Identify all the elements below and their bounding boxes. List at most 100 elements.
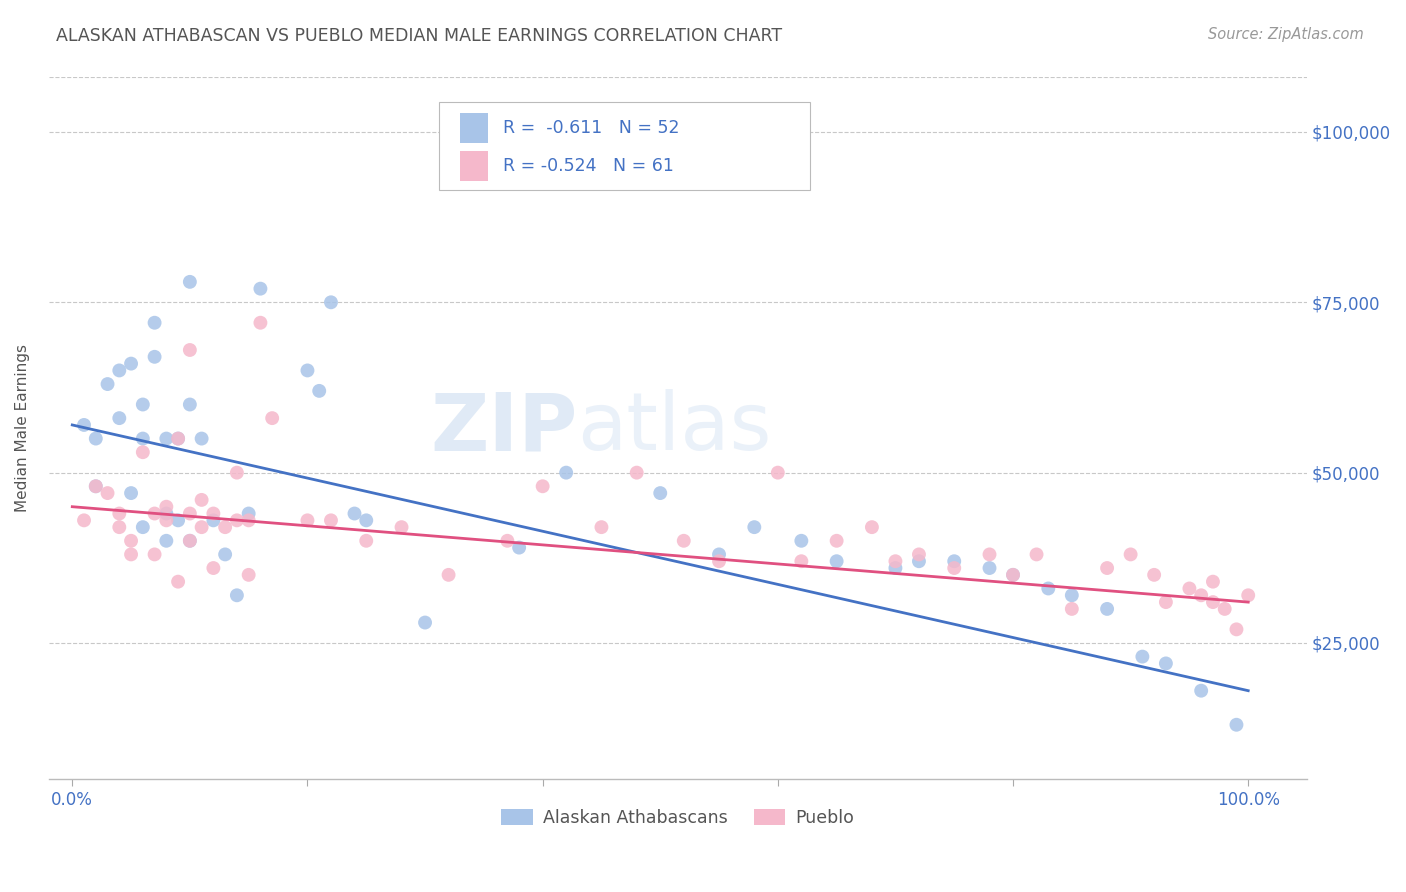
Point: [391, 520, 413, 534]
Legend: Alaskan Athabascans, Pueblo: Alaskan Athabascans, Pueblo: [495, 802, 862, 834]
Point: [238, 513, 260, 527]
Point: [1189, 683, 1212, 698]
Y-axis label: Median Male Earnings: Median Male Earnings: [15, 344, 30, 512]
Point: [238, 567, 260, 582]
Point: [672, 533, 695, 548]
Point: [766, 466, 789, 480]
Point: [591, 520, 613, 534]
Point: [1002, 567, 1025, 582]
Point: [84, 432, 107, 446]
Point: [707, 548, 730, 562]
Point: [155, 500, 177, 514]
Point: [202, 507, 225, 521]
Point: [1202, 574, 1225, 589]
Point: [943, 561, 966, 575]
Point: [179, 275, 201, 289]
Point: [1213, 602, 1236, 616]
Point: [626, 466, 648, 480]
Point: [108, 411, 131, 425]
Point: [884, 561, 907, 575]
Point: [319, 295, 342, 310]
Point: [108, 507, 131, 521]
Point: [167, 513, 190, 527]
Point: [179, 533, 201, 548]
Point: [143, 350, 166, 364]
Point: [155, 513, 177, 527]
Point: [297, 513, 319, 527]
Text: R = -0.524   N = 61: R = -0.524 N = 61: [503, 157, 673, 175]
Point: [943, 554, 966, 568]
Point: [84, 479, 107, 493]
Point: [343, 507, 366, 521]
Point: [120, 533, 142, 548]
Point: [73, 513, 96, 527]
Point: [413, 615, 436, 630]
Point: [1060, 588, 1083, 602]
Point: [179, 507, 201, 521]
Point: [143, 507, 166, 521]
Point: [84, 479, 107, 493]
Point: [1225, 623, 1247, 637]
Point: [1178, 582, 1201, 596]
Point: [1154, 657, 1177, 671]
Point: [120, 548, 142, 562]
Point: [1225, 718, 1247, 732]
Point: [214, 520, 236, 534]
FancyBboxPatch shape: [460, 152, 488, 181]
Point: [155, 533, 177, 548]
Point: [979, 561, 1001, 575]
Point: [155, 507, 177, 521]
Point: [319, 513, 342, 527]
Point: [297, 363, 319, 377]
Point: [860, 520, 883, 534]
Text: atlas: atlas: [578, 389, 772, 467]
Point: [202, 561, 225, 575]
Point: [167, 432, 190, 446]
Text: R =  -0.611   N = 52: R = -0.611 N = 52: [503, 120, 679, 137]
Point: [1132, 649, 1154, 664]
Point: [1189, 588, 1212, 602]
Point: [214, 548, 236, 562]
Point: [238, 507, 260, 521]
Point: [1025, 548, 1047, 562]
Point: [96, 486, 118, 500]
Point: [1237, 588, 1260, 602]
Point: [249, 282, 271, 296]
Point: [167, 574, 190, 589]
Point: [1202, 595, 1225, 609]
Point: [155, 432, 177, 446]
Point: [1143, 567, 1166, 582]
Point: [120, 486, 142, 500]
Point: [190, 432, 212, 446]
Point: [225, 466, 247, 480]
Point: [179, 533, 201, 548]
Point: [108, 363, 131, 377]
FancyBboxPatch shape: [439, 102, 810, 190]
Point: [742, 520, 765, 534]
Point: [262, 411, 284, 425]
Point: [225, 588, 247, 602]
Point: [1002, 567, 1025, 582]
Point: [790, 533, 813, 548]
Point: [354, 533, 377, 548]
Text: ZIP: ZIP: [430, 389, 578, 467]
Point: [825, 554, 848, 568]
Point: [884, 554, 907, 568]
FancyBboxPatch shape: [460, 113, 488, 143]
Point: [202, 513, 225, 527]
Point: [132, 432, 155, 446]
Point: [1095, 602, 1118, 616]
Point: [167, 432, 190, 446]
Point: [354, 513, 377, 527]
Point: [1154, 595, 1177, 609]
Point: [908, 548, 931, 562]
Point: [531, 479, 554, 493]
Point: [190, 492, 212, 507]
Point: [790, 554, 813, 568]
Point: [825, 533, 848, 548]
Text: Source: ZipAtlas.com: Source: ZipAtlas.com: [1208, 27, 1364, 42]
Point: [143, 316, 166, 330]
Point: [132, 397, 155, 411]
Point: [437, 567, 460, 582]
Point: [132, 445, 155, 459]
